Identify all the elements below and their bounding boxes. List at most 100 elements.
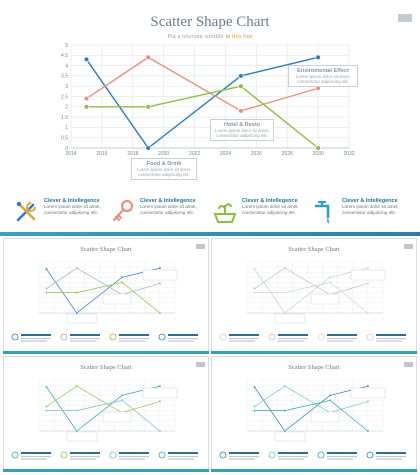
page-title: Scatter Shape Chart xyxy=(150,14,270,30)
thumbnail-series xyxy=(253,266,370,315)
thumbnail-feature-text xyxy=(327,458,353,460)
thumbnail-series xyxy=(45,266,162,315)
thumbnail-feature-text xyxy=(278,456,308,458)
series-point xyxy=(158,400,162,403)
thumbnail-slide[interactable]: Scatter Shape Chart xyxy=(3,238,209,354)
thumbnail-feature-text xyxy=(327,456,357,458)
series-point xyxy=(315,54,321,61)
thumbnail-series xyxy=(45,384,162,433)
thumbnail-feature-title xyxy=(229,452,259,454)
series-point xyxy=(120,281,124,284)
thumbnail-feature-text xyxy=(229,338,259,340)
x-tick-label: 2026 xyxy=(251,151,262,157)
series-point xyxy=(315,145,321,151)
house-plant-icon xyxy=(213,203,237,223)
thumbnail-feature-text xyxy=(21,458,47,460)
series-line xyxy=(254,385,368,432)
series-point xyxy=(75,409,79,412)
series-point xyxy=(328,394,332,397)
tools-icon xyxy=(16,201,36,222)
key-icon xyxy=(112,199,134,222)
thumbnail-title: Scatter Shape Chart xyxy=(288,364,340,371)
callout-food: Food & Drink Lorem ipsum dolor sit amet,… xyxy=(131,158,197,180)
thumbnail-feature-text xyxy=(376,340,402,342)
thumbnail-feature-text xyxy=(119,338,149,340)
y-tick-label: 4 xyxy=(65,63,68,69)
x-tick-label: 2014 xyxy=(65,151,76,157)
x-tick-label: 2032 xyxy=(343,151,354,157)
feature-title: Clever & Intellegence xyxy=(140,198,196,204)
thumbnail-callout xyxy=(350,387,386,399)
thumbnail-feature-icon xyxy=(109,451,117,459)
series-point xyxy=(283,291,287,294)
series-line xyxy=(85,56,319,150)
series-point xyxy=(158,429,162,433)
thumbnail-feature-text xyxy=(168,340,194,342)
feature-line: Lorem ipsum dolor sit amet, xyxy=(242,204,299,209)
series-point xyxy=(83,104,90,110)
thumbnail-feature-text xyxy=(278,340,304,342)
thumbnail-slide[interactable]: Scatter Shape Chart xyxy=(211,356,417,472)
thumbnail-feature-text xyxy=(119,340,145,342)
subtitle-text: Put a relevant subtitle in xyxy=(167,33,233,40)
series-line xyxy=(46,282,161,314)
callout-line: Lorem ipsum dolor sit amet, xyxy=(214,128,270,133)
slide-number-tag xyxy=(398,14,412,22)
thumbnail-feature-text xyxy=(168,338,198,340)
thumbnail-feature-icon xyxy=(366,451,374,459)
series-point xyxy=(283,266,287,270)
series-point xyxy=(366,400,370,403)
feature-line: consectetur adipiscing elit. xyxy=(44,210,98,215)
thumbnail-feature-icon xyxy=(366,333,374,341)
feature-title: Clever & Intellegence xyxy=(44,198,100,204)
series-point xyxy=(253,405,256,408)
thumbnail-grid xyxy=(38,261,176,314)
thumbnail-feature-text xyxy=(70,456,100,458)
thumbnail-title: Scatter Shape Chart xyxy=(80,246,132,253)
thumbnail-slide[interactable]: Scatter Shape Chart xyxy=(211,238,417,354)
feature-line: Lorem ipsum dolor sit amet, xyxy=(140,204,197,209)
series-point xyxy=(75,266,79,270)
series-point xyxy=(366,311,370,315)
series-point xyxy=(366,384,370,388)
feature-line: consectetur adipiscing elit. xyxy=(140,210,194,215)
thumbnail-slide[interactable]: Scatter Shape Chart xyxy=(3,356,209,472)
thumbnail-title: Scatter Shape Chart xyxy=(80,364,132,371)
thumbnail-feature-icon xyxy=(158,451,166,459)
thumbnail-callout xyxy=(310,411,340,423)
series-point xyxy=(366,266,370,270)
series-point xyxy=(45,405,48,408)
thumbnail-feature-icon xyxy=(109,333,117,341)
thumbnail-tag xyxy=(404,362,413,367)
thumbnail-feature-text xyxy=(70,458,96,460)
thumbnail-bottom-bar xyxy=(3,469,209,472)
callout-line: Lorem ipsum dolor sit amet, xyxy=(136,167,192,172)
series-line xyxy=(254,400,369,432)
thumbnail-callout xyxy=(102,411,132,423)
thumbnail-series xyxy=(253,384,370,433)
x-tick-label: 2022 xyxy=(189,151,200,157)
thumbnail-title: Scatter Shape Chart xyxy=(288,246,340,253)
thumbnail-bottom-bar xyxy=(3,351,209,354)
thumbnail-feature-text xyxy=(168,456,198,458)
thumbnail-feature-icon xyxy=(158,333,166,341)
subtitle-highlight: this line xyxy=(232,33,253,40)
thumbnail-feature-text xyxy=(21,338,51,340)
series-point xyxy=(253,409,256,412)
y-tick-label: 4.5 xyxy=(61,53,68,59)
thumbnail-callout xyxy=(350,269,386,281)
thumbnail-feature-text xyxy=(278,458,304,460)
series-point xyxy=(366,282,370,285)
series-line xyxy=(254,267,368,296)
x-tick-label: 2030 xyxy=(313,151,324,157)
thumbnail-feature-title xyxy=(327,452,357,454)
thumbnail-feature-icon xyxy=(219,333,227,341)
thumbnail-callout xyxy=(310,293,340,305)
thumbnail-feature-title xyxy=(70,452,100,454)
thumbnail-callout xyxy=(274,313,306,324)
thumbnail-callout xyxy=(66,431,98,442)
thumbnail-bottom-bar xyxy=(211,351,417,354)
thumbnail-callout xyxy=(102,293,132,305)
callout-line: consectetur adipiscing elit. xyxy=(297,79,349,84)
series-point xyxy=(158,311,162,315)
